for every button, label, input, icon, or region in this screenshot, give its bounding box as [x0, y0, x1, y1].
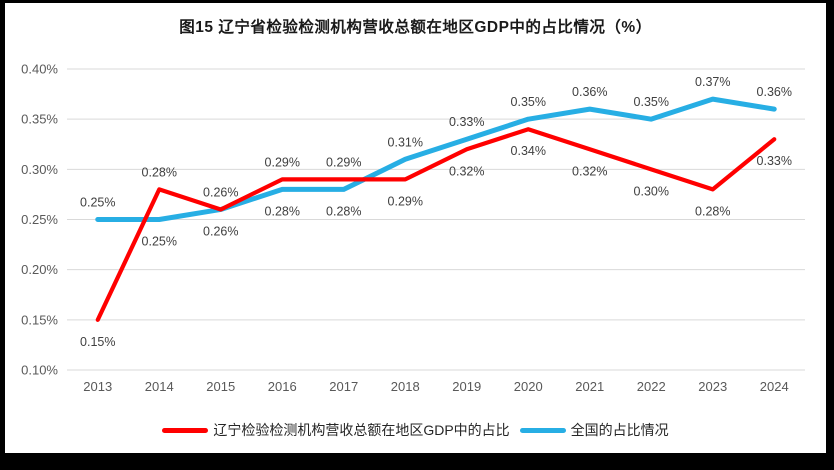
data-label-liaoning: 0.29% [265, 155, 300, 169]
data-label-national: 0.31% [388, 135, 423, 149]
data-label-liaoning: 0.32% [449, 164, 484, 178]
legend-label-national: 全国的占比情况 [570, 422, 669, 438]
data-label-liaoning: 0.29% [326, 155, 361, 169]
chart-canvas: 0.40% 0.35% 0.30% 0.25% 0.20% 0.15% 0.10% 2013 2… [5, 3, 826, 453]
y-tick-label: 0.15% [21, 312, 58, 327]
series-line-national [95, 96, 777, 222]
data-label-national: 0.25% [142, 235, 177, 249]
x-tick-label: 2020 [514, 379, 543, 394]
data-label-national: 0.37% [695, 75, 730, 89]
y-tick-label: 0.20% [21, 262, 58, 277]
x-tick-label: 2019 [452, 379, 481, 394]
y-tick-label: 0.10% [21, 363, 58, 378]
legend-item-national: 全国的占比情况 [519, 420, 669, 440]
data-label-liaoning: 0.28% [695, 204, 730, 218]
x-tick-label: 2024 [760, 379, 789, 394]
data-label-liaoning: 0.15% [80, 335, 115, 349]
data-label-liaoning: 0.33% [757, 154, 792, 168]
legend-item-liaoning: 辽宁检验检测机构营收总额在地区GDP中的占比 [162, 420, 510, 440]
data-label-liaoning: 0.26% [203, 185, 238, 199]
red-line-swatch [162, 427, 209, 433]
data-label-liaoning: 0.34% [511, 144, 546, 158]
x-tick-label: 2021 [575, 379, 604, 394]
line-chart: 0.40% 0.35% 0.30% 0.25% 0.20% 0.15% 0.10% 2013 2… [21, 62, 805, 394]
x-tick-label: 2022 [637, 379, 666, 394]
y-tick-label: 0.30% [21, 162, 58, 177]
y-tick-label: 0.35% [21, 112, 58, 127]
x-tick-label: 2023 [698, 379, 727, 394]
series-line-liaoning [95, 127, 777, 322]
data-label-national: 0.35% [634, 95, 669, 109]
data-label-national: 0.36% [757, 85, 792, 99]
chart-title: 图15 辽宁省检验检测机构营收总额在地区GDP中的占比情况（%） [179, 19, 652, 36]
data-label-liaoning: 0.32% [572, 164, 607, 178]
x-tick-label: 2016 [268, 379, 297, 394]
x-tick-label: 2013 [83, 379, 112, 394]
y-tick-label: 0.40% [21, 62, 58, 77]
data-label-national: 0.35% [511, 95, 546, 109]
data-label-national: 0.26% [203, 224, 238, 238]
data-label-liaoning: 0.29% [388, 194, 423, 208]
x-tick-label: 2017 [329, 379, 358, 394]
legend: 辽宁检验检测机构营收总额在地区GDP中的占比 全国的占比情况 [5, 417, 826, 443]
legend-label-liaoning: 辽宁检验检测机构营收总额在地区GDP中的占比 [213, 422, 510, 438]
x-tick-label: 2018 [391, 379, 420, 394]
blue-line-swatch [519, 427, 566, 433]
data-label-national: 0.36% [572, 85, 607, 99]
data-label-liaoning: 0.28% [142, 165, 177, 179]
y-tick-label: 0.25% [21, 212, 58, 227]
data-label-liaoning: 0.30% [634, 184, 669, 198]
x-tick-label: 2014 [145, 379, 174, 394]
data-label-national: 0.25% [80, 196, 115, 210]
data-label-national: 0.33% [449, 115, 484, 129]
data-label-national: 0.28% [265, 204, 300, 218]
data-label-national: 0.28% [326, 204, 361, 218]
x-tick-label: 2015 [206, 379, 235, 394]
